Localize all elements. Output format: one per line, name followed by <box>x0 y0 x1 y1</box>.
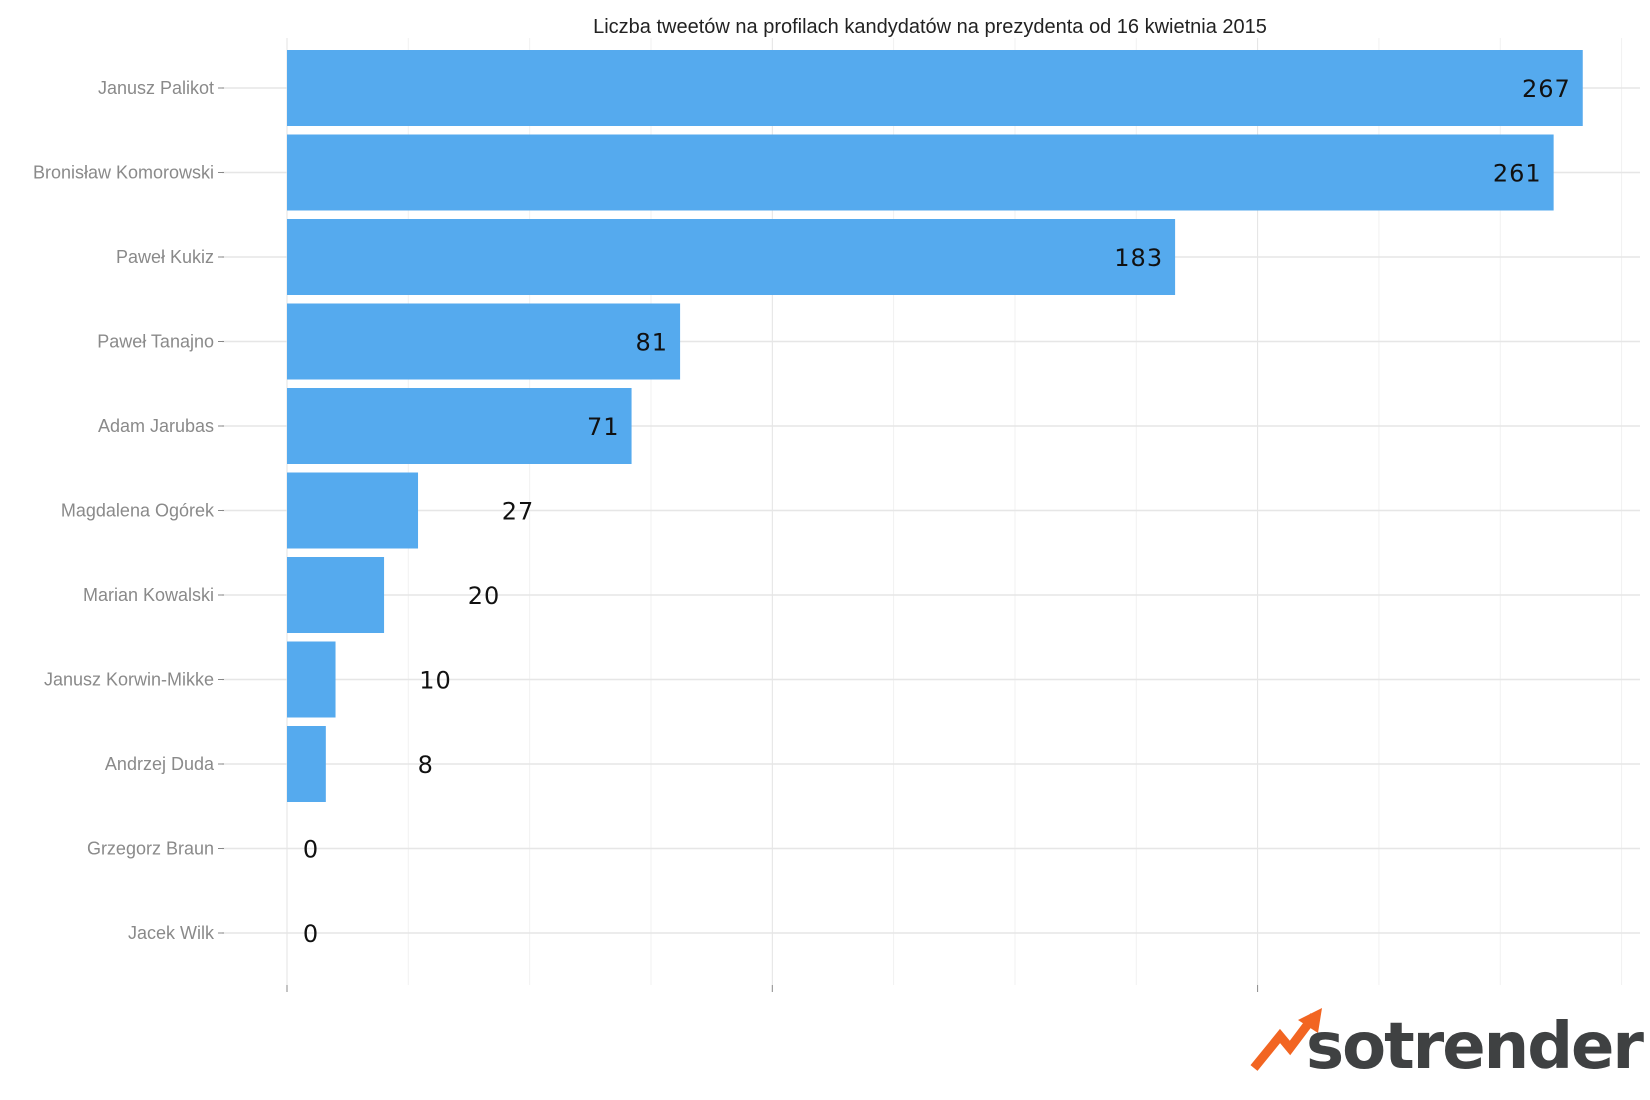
category-label: Marian Kowalski <box>83 585 214 605</box>
trend-arrow-icon <box>1250 1008 1322 1071</box>
data-label: 183 <box>1114 244 1163 272</box>
bar <box>287 50 1583 126</box>
category-label: Bronisław Komorowski <box>33 163 214 183</box>
category-label: Andrzej Duda <box>105 754 215 774</box>
sotrender-logo: sotrender <box>1250 1008 1646 1084</box>
data-label: 27 <box>502 498 535 526</box>
data-label: 10 <box>419 667 452 695</box>
category-label: Jacek Wilk <box>128 923 215 943</box>
bar <box>287 219 1176 295</box>
bar <box>287 641 336 718</box>
bar <box>287 726 326 802</box>
bar <box>287 472 419 549</box>
bar <box>287 134 1554 211</box>
category-label: Janusz Korwin-Mikke <box>44 670 214 690</box>
data-label: 0 <box>303 920 319 948</box>
category-label: Adam Jarubas <box>98 416 214 436</box>
category-label: Paweł Tanajno <box>97 332 214 352</box>
bars <box>287 50 1583 802</box>
data-label: 261 <box>1493 160 1542 188</box>
category-label: Janusz Palikot <box>98 78 214 98</box>
logo-wordmark: sotrender <box>1306 1010 1644 1084</box>
bar <box>287 388 632 464</box>
category-label: Magdalena Ogórek <box>61 501 215 521</box>
labels: Janusz Palikot 267 Bronisław Komorowski 261… <box>33 75 1571 948</box>
category-label: Grzegorz Braun <box>87 839 214 859</box>
category-label: Paweł Kukiz <box>116 247 214 267</box>
data-label: 0 <box>303 836 319 864</box>
data-label: 20 <box>468 582 501 610</box>
chart-title: Liczba tweetów na profilach kandydatów n… <box>593 16 1267 38</box>
data-label: 267 <box>1522 75 1571 103</box>
data-label: 8 <box>418 751 434 779</box>
bar <box>287 557 385 633</box>
data-label: 81 <box>636 329 669 357</box>
data-label: 71 <box>587 413 620 441</box>
bar <box>287 303 681 380</box>
